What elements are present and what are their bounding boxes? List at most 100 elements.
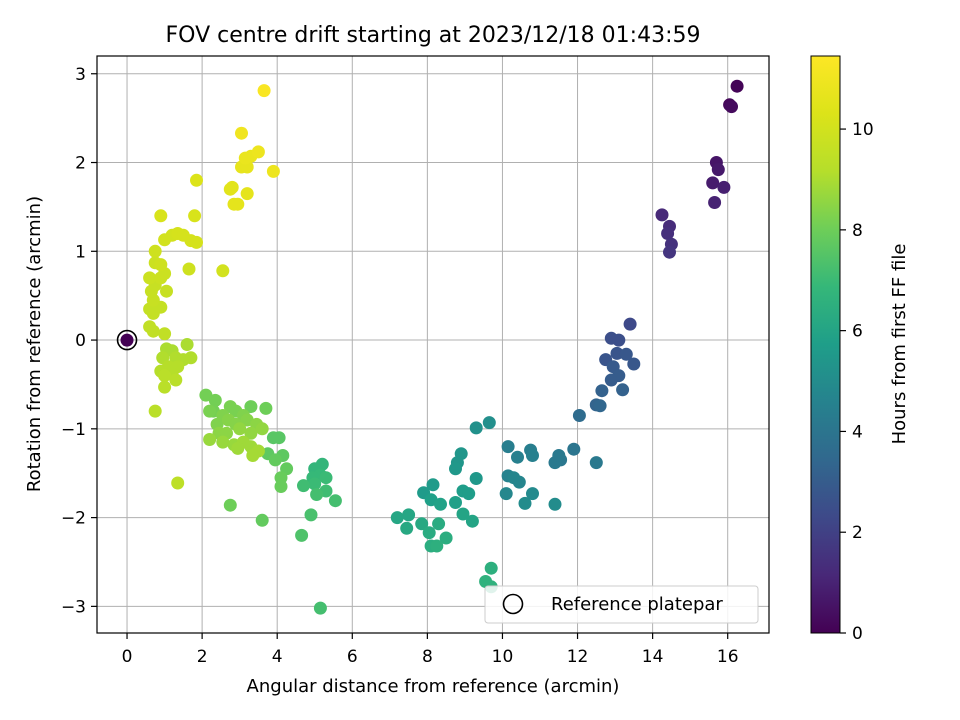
colorbar-tick-label: 4 [852,422,863,442]
data-point [313,601,327,615]
x-tick-label: 10 [492,647,514,667]
reference-platepar-marker [116,329,138,351]
data-point [160,284,173,298]
x-axis-label: Angular distance from reference (arcmin) [247,676,620,697]
data-point [572,409,586,422]
data-point [208,393,222,407]
data-point [203,404,217,418]
legend-marker-reference [502,593,524,615]
data-point [233,422,247,436]
data-point [223,498,237,512]
y-tick-label: −1 [61,420,86,440]
data-point [158,380,172,394]
scatter-points [120,79,744,615]
data-point [619,347,633,361]
data-point [268,453,282,467]
data-point [449,496,462,509]
x-tick-label: 2 [197,647,208,667]
data-point [512,475,526,489]
data-point [422,526,436,540]
data-point [432,517,446,531]
chart-title: FOV centre drift starting at 2023/12/18 … [166,23,701,48]
colorbar-tick-label: 10 [852,120,874,140]
data-point [244,426,258,440]
colorbar-ticks: 0 2 4 6 8 10 [840,120,874,644]
data-point [255,422,269,436]
data-point [415,517,429,531]
legend-box [484,585,759,624]
data-point [308,477,322,491]
data-point [227,197,241,211]
data-point [548,497,562,511]
data-point [297,479,310,493]
data-point [518,496,532,510]
data-point [246,449,260,462]
data-point [465,514,479,528]
data-point [231,441,245,455]
x-tick-label: 14 [642,647,664,667]
data-point [304,508,318,522]
data-point [501,440,515,454]
data-point [439,531,453,545]
data-point [567,442,581,456]
data-point [143,271,157,285]
data-point [400,521,414,535]
data-point [612,333,626,347]
data-point [251,145,265,159]
data-point [511,450,524,464]
data-point [259,401,273,415]
data-point [328,494,342,508]
data-point [120,333,134,347]
data-point [449,462,462,476]
data-point [257,84,271,98]
x-tick-label: 12 [567,647,589,667]
legend-entry-reference: Reference platepar [551,594,723,615]
data-point [148,244,162,258]
data-point [158,327,172,341]
y-tick-label: 3 [75,65,86,85]
data-point [469,421,483,435]
data-point [154,258,168,272]
y-tick-label: 1 [75,242,86,262]
data-point [158,369,172,383]
x-tick-label: 6 [347,647,358,667]
data-point [203,433,217,446]
data-point [240,187,254,201]
data-point [171,476,185,490]
data-point [711,163,725,177]
reference-marker [116,329,138,351]
data-point [725,100,738,114]
data-point [390,511,404,525]
data-point [717,180,731,194]
data-point [434,497,447,511]
data-point [235,126,248,140]
y-axis-label: Rotation from reference (arcmin) [24,196,45,492]
y-axis-ticks: −3 −2 −1 0 1 2 3 [61,65,97,617]
data-point [266,431,280,445]
data-point [526,449,539,462]
data-point [154,209,168,223]
data-point [430,539,444,553]
data-point [706,176,720,190]
data-point [616,383,630,397]
grid-lines [97,56,769,633]
data-point [730,79,744,93]
data-point [188,209,202,223]
y-tick-label: 0 [75,331,86,351]
data-point [484,561,498,575]
data-point [655,208,669,222]
data-point [148,404,162,418]
data-point [482,416,496,430]
data-point [295,528,309,542]
colorbar-tick-label: 2 [852,523,863,543]
data-point [604,373,618,387]
data-point [499,487,513,501]
data-point [426,478,440,492]
x-tick-label: 0 [122,647,133,667]
data-point [223,182,237,196]
data-point [469,472,483,485]
colorbar-tick-label: 8 [852,221,863,241]
x-tick-label: 4 [272,647,283,667]
colorbar-tick-label: 6 [852,322,863,342]
data-point [244,400,258,414]
